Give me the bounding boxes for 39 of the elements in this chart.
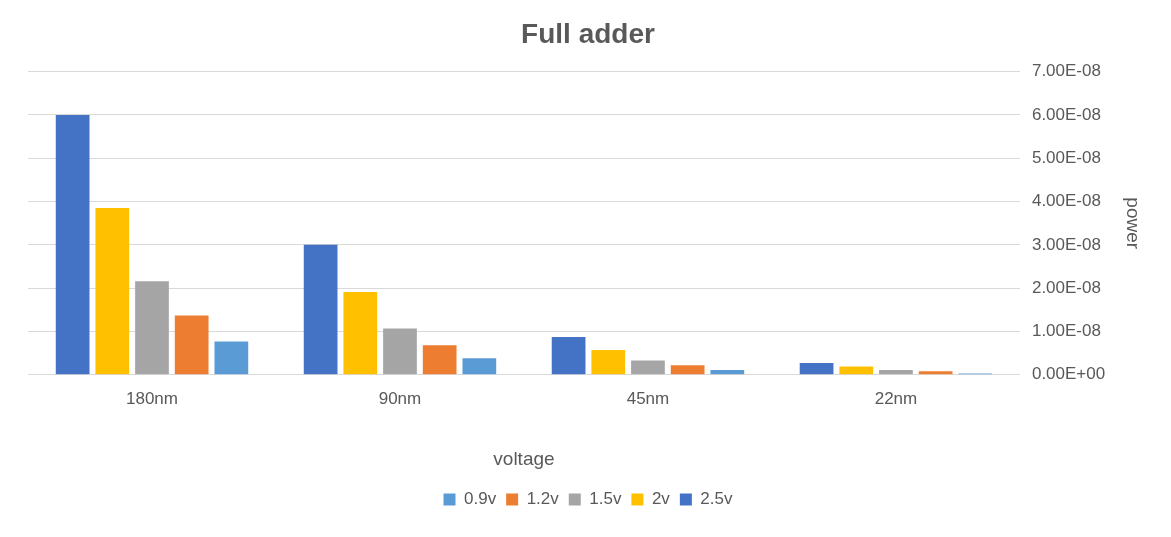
legend-label: 0.9v [464, 489, 497, 509]
bar [879, 370, 913, 375]
bar [174, 315, 209, 375]
bar [799, 363, 834, 375]
y-tick-label: 6.00E-08 [1031, 104, 1101, 124]
bar [591, 350, 626, 375]
bar [551, 337, 586, 375]
y-tick-label: 5.00E-08 [1031, 147, 1101, 167]
bar [383, 328, 417, 375]
bar [710, 370, 745, 375]
bar [135, 281, 169, 375]
legend-label: 1.5v [589, 489, 622, 509]
bar [55, 114, 90, 375]
legend-label: 2v [651, 489, 671, 509]
bar [462, 358, 497, 375]
y-tick-label: 4.00E-08 [1031, 191, 1101, 211]
bar [214, 341, 249, 375]
x-tick-label: 22nm [874, 388, 918, 408]
y-axis-title: power [1123, 197, 1145, 250]
bar [670, 365, 705, 375]
y-tick-label: 2.00E-08 [1031, 277, 1101, 297]
x-axis-title: voltage [493, 447, 555, 469]
legend-label: 1.2v [526, 489, 560, 509]
bar [631, 360, 665, 375]
x-tick-label: 180nm [126, 388, 178, 408]
y-tick-label: 1.00E-08 [1031, 321, 1101, 341]
bar [95, 208, 130, 375]
x-tick-label: 45nm [626, 388, 670, 408]
y-tick-label: 7.00E-08 [1031, 61, 1101, 81]
bar [303, 244, 338, 375]
y-tick-label: 3.00E-08 [1031, 234, 1101, 254]
bar [839, 366, 874, 375]
legend-label: 2.5v [700, 489, 733, 509]
x-tick-label: 90nm [378, 388, 422, 408]
bar [918, 371, 953, 375]
bar [422, 345, 457, 375]
chart-title: Full adder [521, 17, 655, 49]
bar [343, 292, 378, 375]
y-tick-label: 0.00E+00 [1031, 364, 1106, 384]
